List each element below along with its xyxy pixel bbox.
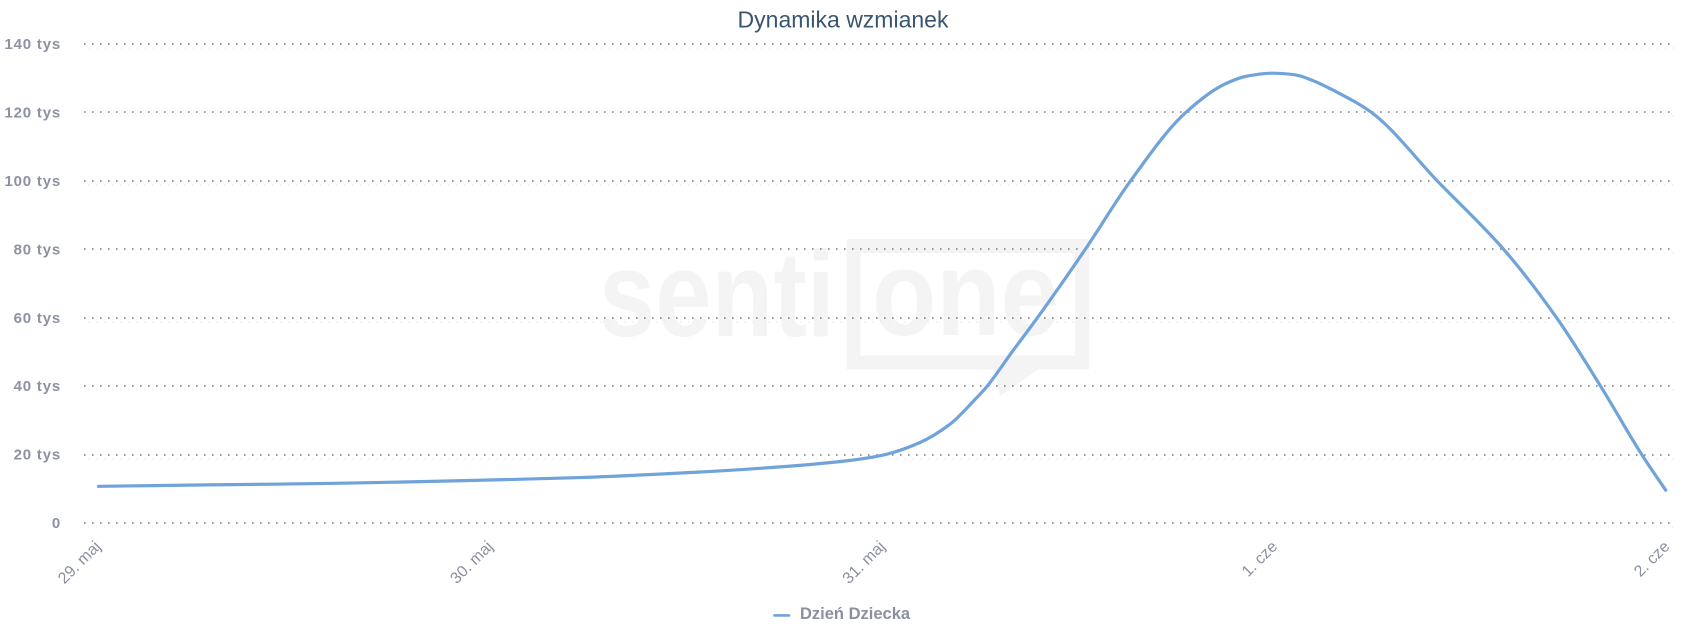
svg-text:120 tys: 120 tys xyxy=(5,104,61,121)
svg-text:140 tys: 140 tys xyxy=(5,36,61,53)
svg-text:1. cze: 1. cze xyxy=(1239,538,1281,580)
svg-text:31. maj: 31. maj xyxy=(840,538,889,587)
svg-text:40 tys: 40 tys xyxy=(14,378,61,395)
svg-text:senti: senti xyxy=(599,226,835,362)
svg-text:29. maj: 29. maj xyxy=(55,538,104,587)
svg-text:0: 0 xyxy=(52,515,61,532)
svg-text:20 tys: 20 tys xyxy=(14,447,61,464)
svg-text:60 tys: 60 tys xyxy=(14,310,61,327)
svg-text:100 tys: 100 tys xyxy=(5,173,61,190)
svg-text:Dzień Dziecka: Dzień Dziecka xyxy=(800,605,911,623)
svg-text:30. maj: 30. maj xyxy=(447,538,496,587)
svg-text:2. cze: 2. cze xyxy=(1631,538,1673,580)
svg-text:80 tys: 80 tys xyxy=(14,241,61,258)
svg-text:Dynamika wzmianek: Dynamika wzmianek xyxy=(738,7,949,33)
